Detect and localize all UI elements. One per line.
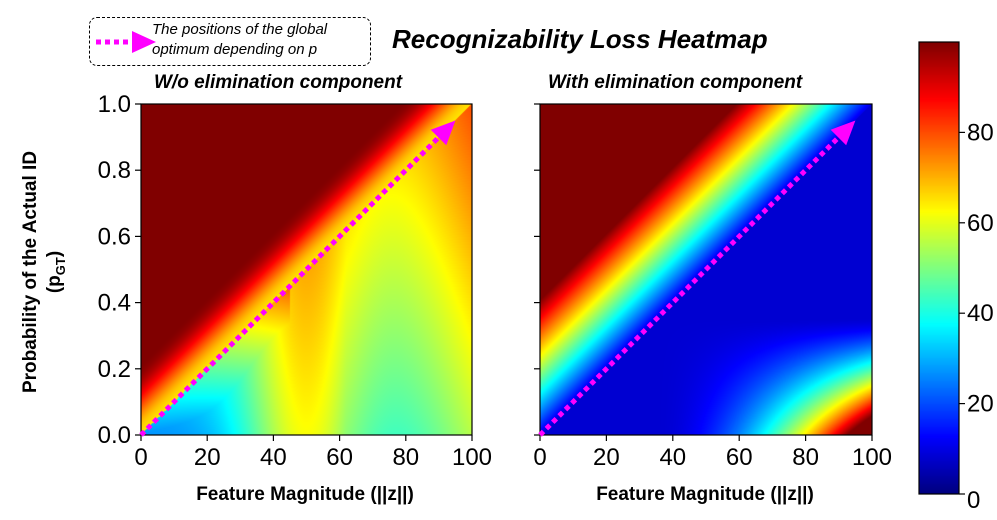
colorbar [919,42,959,494]
right-panel-frame [539,103,873,436]
right-x-axis-label: Feature Magnitude (||z||) [596,484,814,505]
left-optimum-arrow-head [430,120,456,146]
colorbar-tick-label: 40 [967,300,994,327]
left-panel-frame [140,103,473,436]
colorbar-tick-label: 80 [967,119,994,146]
colorbar-tick-label: 20 [967,391,994,418]
left-panel-subtitle: W/o elimination component [154,72,403,93]
legend-text-line1: The positions of the global [152,21,328,38]
chart-title: Recognizability Loss Heatmap [392,24,768,54]
right-xtick-label: 0 [533,444,546,471]
right-optimum-arrow-head [830,120,856,146]
left-xtick-label: 0 [134,444,147,471]
legend-arrow-icon [96,31,156,53]
right-xtick-label: 20 [593,444,620,471]
right-panel-subtitle: With elimination component [548,72,803,93]
left-x-axis-label: Feature Magnitude (||z||) [196,484,414,505]
left-xtick-label: 60 [326,444,353,471]
left-ytick-label: 0.4 [98,290,131,317]
left-optimum-arrow-line [139,135,441,437]
left-ytick-label: 0.8 [98,157,131,184]
left-xtick-label: 20 [194,444,221,471]
right-optimum-arrow-line [538,135,841,437]
legend-text-line2: optimum depending on p [152,41,318,58]
legend [89,17,371,66]
right-xtick-label: 40 [659,444,686,471]
left-ytick-label: 0.0 [98,422,131,449]
colorbar-tick-label: 60 [967,210,994,237]
left-xtick-label: 80 [392,444,419,471]
colorbar-tick-label: 0 [967,487,980,514]
right-xtick-label: 60 [726,444,753,471]
left-xtick-label: 100 [452,444,492,471]
legend-text: The positions of the global optimum depe… [152,20,327,60]
left-ytick-label: 0.6 [98,223,131,250]
right-xtick-label: 100 [852,444,892,471]
colorbar-frame [918,41,960,495]
left-ytick-label: 0.2 [98,356,131,383]
left-ytick-label: 1.0 [98,91,131,118]
right-xtick-label: 80 [792,444,819,471]
left-xtick-label: 40 [260,444,287,471]
